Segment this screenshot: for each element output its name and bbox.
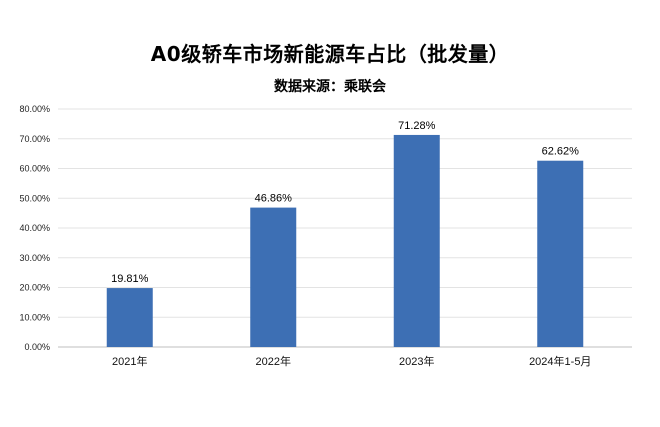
y-tick-label: 60.00% bbox=[19, 164, 50, 174]
chart-title: A0级轿车市场新能源车占比（批发量） bbox=[150, 42, 510, 66]
y-tick-label: 40.00% bbox=[19, 223, 50, 233]
y-tick-label: 10.00% bbox=[19, 312, 50, 322]
bars bbox=[106, 134, 584, 347]
category-label: 2023年 bbox=[399, 354, 434, 368]
data-label: 46.86% bbox=[255, 193, 293, 205]
y-tick-label: 70.00% bbox=[19, 134, 50, 144]
y-axis-ticks: 0.00% 10.00% 20.00% 30.00% 40.00% 50.00% 60.00… bbox=[19, 104, 50, 352]
category-label: 2021年 bbox=[112, 354, 147, 368]
y-tick-label: 30.00% bbox=[19, 253, 50, 263]
y-tick-label: 50.00% bbox=[19, 193, 50, 203]
y-tick-label: 0.00% bbox=[24, 342, 50, 352]
data-labels: 19.81% 46.86% 71.28% 62.62% bbox=[111, 120, 579, 285]
data-label: 19.81% bbox=[111, 273, 149, 285]
bar bbox=[537, 160, 584, 347]
y-tick-label: 20.00% bbox=[19, 283, 50, 293]
y-tick-label: 80.00% bbox=[19, 104, 50, 114]
x-axis-categories: 2021年 2022年 2023年 2024年1-5月 bbox=[112, 354, 591, 368]
data-label: 71.28% bbox=[398, 120, 436, 132]
bar bbox=[250, 207, 297, 347]
category-label: 2024年1-5月 bbox=[529, 354, 591, 368]
bar bbox=[106, 288, 153, 347]
bar bbox=[393, 134, 440, 347]
category-label: 2022年 bbox=[256, 354, 291, 368]
data-label: 62.62% bbox=[542, 146, 580, 158]
gridlines bbox=[58, 108, 632, 348]
chart-subtitle: 数据来源：乘联会 bbox=[274, 79, 386, 95]
